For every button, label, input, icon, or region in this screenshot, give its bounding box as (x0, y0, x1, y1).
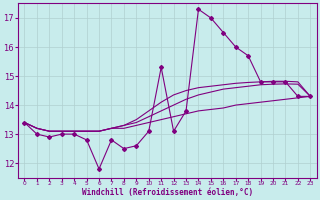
X-axis label: Windchill (Refroidissement éolien,°C): Windchill (Refroidissement éolien,°C) (82, 188, 253, 197)
